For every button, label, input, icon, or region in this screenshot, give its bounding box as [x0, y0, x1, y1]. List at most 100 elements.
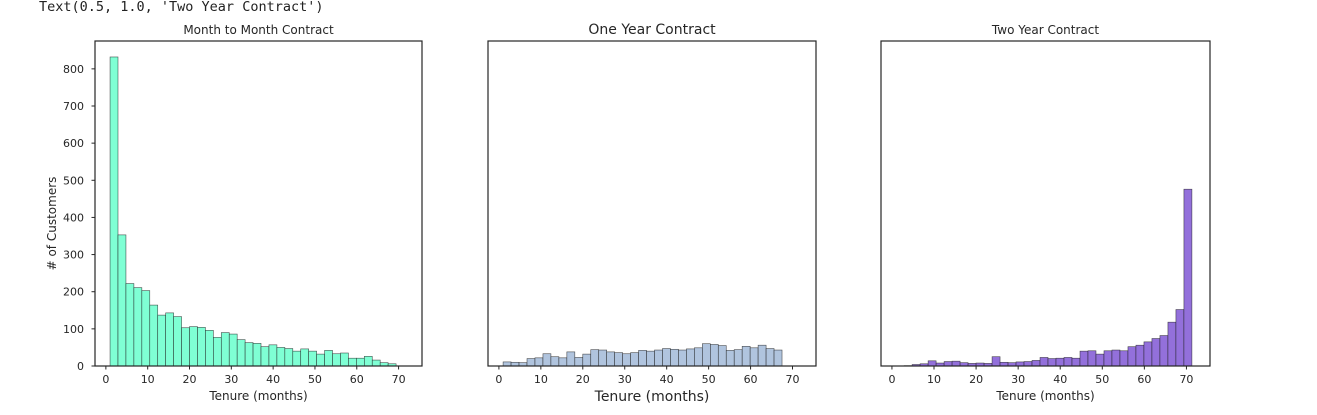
histogram-bar	[292, 350, 302, 367]
histogram-bar	[1015, 361, 1025, 367]
histogram-bar	[558, 357, 568, 367]
histogram-bar	[236, 339, 246, 367]
histogram-bar	[268, 344, 278, 367]
histogram-bar	[363, 356, 373, 367]
x-tick-label: 40	[266, 373, 280, 386]
x-tick-label: 30	[224, 373, 238, 386]
histogram-bar	[173, 316, 182, 367]
x-axis-label: Tenure (months)	[594, 389, 710, 405]
histogram-bar	[717, 345, 727, 367]
histogram-bar	[1175, 309, 1185, 367]
histogram-bar	[550, 356, 560, 367]
histogram-bar	[1039, 357, 1049, 367]
histogram-bar	[1095, 353, 1105, 367]
histogram-bar	[566, 351, 576, 367]
histogram-bar	[943, 361, 953, 367]
x-tick-label: 10	[141, 373, 155, 386]
histogram-bar	[694, 347, 703, 367]
histogram-bar	[765, 348, 775, 367]
histogram-bar	[614, 352, 623, 367]
x-tick-label: 70	[786, 373, 800, 386]
histogram-bar	[670, 348, 679, 367]
histogram-bar	[582, 353, 592, 367]
histogram-bar	[702, 343, 711, 367]
x-axis-label: Tenure (months)	[995, 389, 1094, 403]
histogram-bar	[606, 351, 615, 367]
histogram-bar	[1055, 357, 1065, 367]
histogram-bar	[709, 344, 719, 367]
histogram-bar	[654, 349, 663, 367]
histogram-bar	[991, 356, 1001, 367]
histogram-bar	[284, 348, 294, 367]
histogram-bar	[773, 349, 783, 367]
x-tick-label: 60	[744, 373, 758, 386]
x-tick-label: 60	[350, 373, 364, 386]
histogram-bar	[1063, 357, 1073, 367]
histogram-bar	[1079, 350, 1089, 367]
histogram-bar	[252, 343, 262, 367]
histogram-bar	[181, 327, 190, 367]
histogram-bar	[356, 357, 365, 367]
histogram-bar	[276, 347, 286, 367]
histogram-bar	[1159, 335, 1169, 367]
histogram-bar	[542, 353, 552, 367]
x-tick-label: 20	[969, 373, 983, 386]
x-tick-label: 20	[576, 373, 590, 386]
histogram-bar	[149, 304, 159, 367]
x-tick-label: 40	[660, 373, 674, 386]
histogram-bar	[574, 357, 584, 367]
y-axis-label: # of Customers	[45, 177, 59, 271]
histogram-bar	[1047, 358, 1057, 367]
subplot-title: Two Year Contract	[991, 23, 1099, 37]
subplot-title: Month to Month Contract	[183, 23, 334, 37]
histogram-bar	[141, 290, 151, 367]
axes-frame	[880, 40, 1211, 367]
subplot-1: 0 10 20 30 40 50 60 700100200300400500600700800…	[45, 23, 423, 403]
histogram-bar	[733, 349, 743, 367]
axes-frame	[487, 40, 817, 367]
x-tick-label: 10	[927, 373, 941, 386]
histogram-bar	[725, 350, 735, 367]
histogram-bar	[646, 350, 655, 367]
histogram-bar	[1151, 338, 1161, 367]
x-tick-label: 70	[392, 373, 406, 386]
histogram-bar	[308, 350, 317, 367]
histogram-bar	[133, 287, 143, 367]
histogram-bar	[228, 333, 238, 367]
subplot-3: 0 10 20 30 40 50 60 70 Two Year Contract Tenure (…	[880, 23, 1211, 403]
histogram-bar	[165, 312, 174, 367]
histogram-bar	[686, 348, 695, 367]
x-tick-label: 50	[702, 373, 716, 386]
histogram-bar	[927, 360, 937, 367]
y-tick-label: 800	[63, 63, 84, 76]
histogram-bar	[1111, 349, 1121, 367]
x-axis-label: Tenure (months)	[208, 389, 307, 403]
y-tick-label: 200	[63, 286, 84, 299]
histogram-bar	[662, 348, 671, 367]
histogram-bar	[157, 314, 166, 367]
histogram-bar	[189, 326, 198, 367]
histogram-bar	[1119, 350, 1129, 367]
histogram-bar	[109, 56, 119, 367]
histogram-bar	[630, 352, 639, 367]
histogram-bar	[125, 283, 135, 367]
histogram-bar	[526, 358, 536, 367]
x-tick-label: 50	[308, 373, 322, 386]
histogram-bar	[741, 346, 751, 367]
histogram-bar	[1087, 350, 1097, 367]
cell-output-text: Text(0.5, 1.0, 'Two Year Contract')	[39, 0, 324, 15]
y-tick-label: 400	[63, 211, 84, 224]
histogram-bar	[1023, 361, 1033, 367]
histogram-bar	[197, 327, 206, 367]
histogram-bar	[1135, 344, 1145, 367]
x-tick-label: 40	[1053, 373, 1067, 386]
y-tick-label: 600	[63, 137, 84, 150]
histogram-bar	[1183, 188, 1193, 367]
x-tick-label: 20	[183, 373, 197, 386]
subplot-2: 0 10 20 30 40 50 60 70 One Year Contract Tenure (…	[487, 22, 817, 405]
x-tick-label: 0	[102, 373, 109, 386]
histogram-bar	[1127, 346, 1137, 367]
histogram-bar	[260, 346, 270, 367]
histogram-bar	[332, 353, 341, 367]
histogram-bar	[340, 352, 349, 367]
